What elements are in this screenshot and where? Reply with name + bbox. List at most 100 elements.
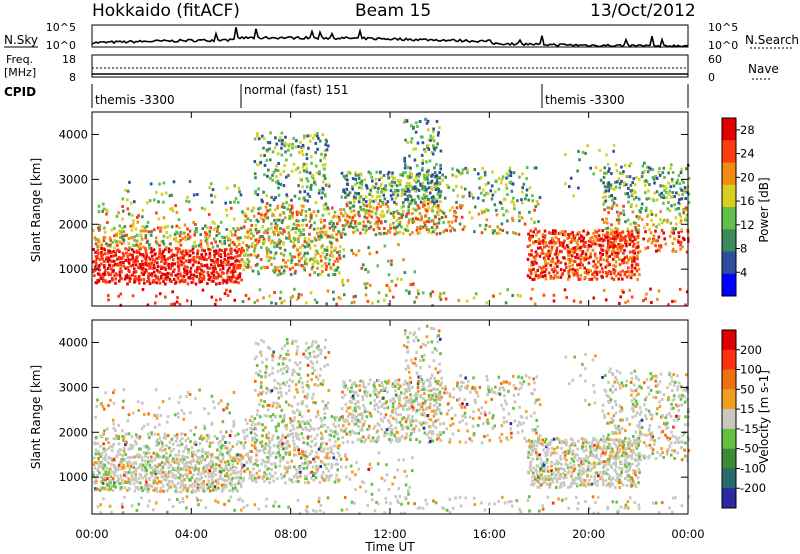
radar-cell: [178, 226, 181, 230]
radar-cell: [679, 240, 683, 244]
radar-cell: [379, 412, 383, 416]
radar-cell: [168, 470, 171, 474]
radar-cell: [492, 294, 495, 298]
radar-cell: [459, 206, 463, 210]
radar-cell: [286, 461, 289, 464]
radar-cell: [267, 168, 270, 172]
radar-cell: [265, 460, 268, 464]
radar-cell: [146, 280, 149, 283]
radar-cell: [146, 456, 150, 460]
radar-cell: [337, 437, 340, 441]
radar-cell: [109, 457, 113, 461]
radar-cell: [159, 489, 162, 493]
radar-cell: [358, 222, 362, 225]
radar-cell: [194, 453, 197, 457]
radar-cell: [228, 489, 231, 493]
radar-cell: [265, 194, 269, 198]
radar-cell: [203, 249, 206, 253]
radar-cell: [202, 480, 206, 484]
radar-cell: [284, 481, 287, 485]
radar-cell: [407, 211, 410, 215]
radar-cell: [663, 175, 666, 179]
radar-cell: [408, 290, 411, 294]
radar-cell: [644, 209, 648, 213]
radar-cell: [586, 272, 590, 276]
radar-cell: [126, 254, 129, 258]
radar-cell: [99, 465, 103, 469]
radar-cell: [234, 259, 237, 263]
radar-cell: [312, 478, 316, 482]
radar-cell: [621, 269, 624, 273]
radar-cell: [268, 347, 272, 351]
radar-cell: [283, 229, 286, 233]
radar-cell: [283, 367, 286, 370]
radar-cell: [144, 249, 148, 253]
radar-cell: [110, 463, 114, 467]
radar-cell: [586, 248, 589, 252]
radar-cell: [275, 229, 278, 233]
radar-cell: [116, 248, 120, 252]
radar-cell: [636, 257, 639, 261]
radar-cell: [419, 225, 422, 229]
radar-cell: [365, 209, 369, 213]
radar-cell: [244, 293, 248, 297]
radar-cell: [247, 234, 250, 238]
radar-cell: [394, 188, 397, 192]
radar-cell: [237, 259, 241, 263]
radar-cell: [394, 407, 398, 411]
radar-cell: [254, 224, 258, 227]
radar-cell: [223, 239, 226, 243]
radar-cell: [441, 210, 444, 214]
radar-cell: [255, 480, 258, 484]
radar-cell: [105, 256, 109, 260]
radar-cell: [227, 477, 231, 481]
radar-cell: [310, 216, 313, 220]
radar-cell: [268, 147, 271, 151]
radar-cell: [302, 228, 305, 232]
radar-cell: [127, 212, 131, 216]
radar-cell: [341, 224, 345, 228]
radar-cell: [205, 263, 209, 267]
radar-cell: [117, 466, 120, 470]
y-tick-label: 3000: [59, 172, 88, 186]
radar-cell: [637, 228, 640, 232]
radar-cell: [543, 234, 547, 238]
radar-cell: [134, 460, 137, 464]
radar-cell: [111, 278, 114, 282]
radar-cell: [618, 245, 622, 249]
radar-cell: [601, 244, 605, 248]
radar-cell: [208, 444, 212, 448]
radar-cell: [240, 246, 244, 250]
radar-cell: [239, 482, 243, 486]
radar-cell: [201, 227, 204, 231]
radar-cell: [255, 413, 259, 417]
radar-cell: [354, 225, 358, 229]
radar-cell: [605, 249, 608, 253]
radar-cell: [186, 472, 189, 476]
radar-cell: [344, 403, 348, 406]
radar-cell: [218, 464, 221, 468]
radar-cell: [144, 236, 147, 240]
radar-cell: [341, 390, 344, 394]
radar-cell: [168, 194, 172, 198]
radar-cell: [216, 244, 219, 248]
radar-cell: [160, 254, 164, 258]
radar-cell: [323, 447, 326, 451]
radar-cell: [619, 249, 622, 253]
radar-cell: [628, 274, 631, 278]
radar-cell: [541, 270, 544, 274]
radar-cell: [174, 413, 177, 417]
radar-cell: [607, 242, 610, 246]
radar-cell: [257, 239, 261, 243]
radar-cell: [259, 399, 263, 402]
radar-cell: [210, 200, 214, 204]
radar-cell: [305, 427, 308, 431]
radar-cell: [301, 143, 305, 147]
radar-cell: [405, 289, 408, 293]
radar-cell: [195, 227, 198, 231]
radar-cell: [181, 252, 184, 256]
radar-cell: [282, 169, 285, 173]
radar-cell: [555, 236, 558, 240]
radar-cell: [435, 181, 439, 184]
radar-cell: [200, 253, 203, 257]
